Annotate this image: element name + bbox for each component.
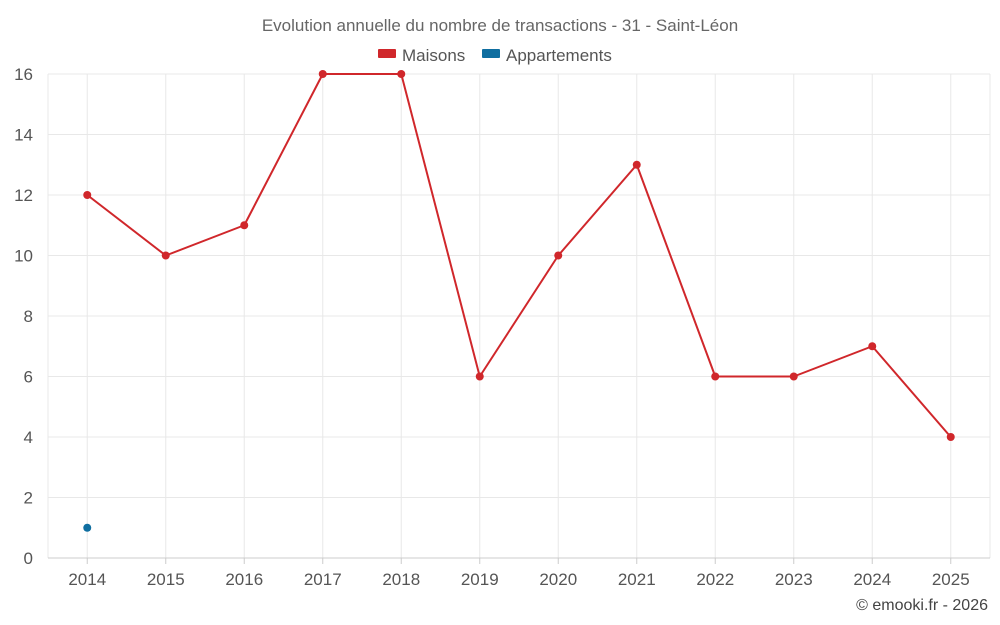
series-line-maisons <box>86 73 952 438</box>
chart-title: Evolution annuelle du nombre de transact… <box>262 16 738 35</box>
x-tick-label-2016: 2016 <box>225 570 263 589</box>
series-layer <box>83 70 955 532</box>
legend-swatch-appartements <box>482 49 500 58</box>
data-point-maisons-2016 <box>240 221 249 230</box>
x-tick-label-2014: 2014 <box>68 570 106 589</box>
y-tick-label-16: 16 <box>14 65 33 84</box>
y-tick-label-2: 2 <box>24 489 33 508</box>
y-tick-label-8: 8 <box>24 307 33 326</box>
data-point-maisons-2024 <box>868 342 877 351</box>
credit-text: © emooki.fr - 2026 <box>856 597 988 614</box>
data-point-maisons-2018 <box>397 70 406 78</box>
data-point-maisons-2023 <box>789 372 798 381</box>
x-tick-label-2023: 2023 <box>775 570 813 589</box>
y-tick-label-10: 10 <box>14 247 33 266</box>
legend: Maisons Appartements <box>378 46 612 65</box>
data-point-maisons-2020 <box>554 251 563 260</box>
y-tick-label-6: 6 <box>24 368 33 387</box>
axes: 0 2 4 6 8 10 12 14 16 2014 2015 2016 2017 2018 2019 202… <box>14 65 990 589</box>
x-tick-label-2018: 2018 <box>382 570 420 589</box>
data-point-maisons-2019 <box>475 372 484 381</box>
legend-item-appartements[interactable]: Appartements <box>482 46 612 65</box>
x-tick-label-2021: 2021 <box>618 570 656 589</box>
series-maisons <box>83 70 955 441</box>
legend-label-maisons: Maisons <box>402 46 465 65</box>
y-tick-label-4: 4 <box>24 428 33 447</box>
x-tick-label-2019: 2019 <box>461 570 499 589</box>
x-tick-label-2024: 2024 <box>853 570 891 589</box>
grid-lines <box>47 73 991 558</box>
y-tick-label-14: 14 <box>14 126 33 145</box>
x-tick-label-2022: 2022 <box>696 570 734 589</box>
x-tick-label-2025: 2025 <box>932 570 970 589</box>
x-tick-label-2015: 2015 <box>147 570 185 589</box>
data-point-maisons-2021 <box>632 160 641 169</box>
legend-item-maisons[interactable]: Maisons <box>378 46 465 65</box>
y-tick-label-12: 12 <box>14 186 33 205</box>
series-appartements <box>83 523 92 532</box>
x-tick-label-2020: 2020 <box>539 570 577 589</box>
data-point-maisons-2014 <box>83 191 92 199</box>
x-tick-label-2017: 2017 <box>304 570 342 589</box>
data-point-appartements-2014 <box>83 523 92 532</box>
data-point-maisons-2015 <box>161 251 170 260</box>
data-point-maisons-2017 <box>318 70 327 78</box>
data-point-maisons-2022 <box>711 372 720 381</box>
y-tick-label-0: 0 <box>24 549 33 568</box>
data-point-maisons-2025 <box>946 433 955 441</box>
legend-swatch-maisons <box>378 49 396 58</box>
legend-label-appartements: Appartements <box>506 46 612 65</box>
